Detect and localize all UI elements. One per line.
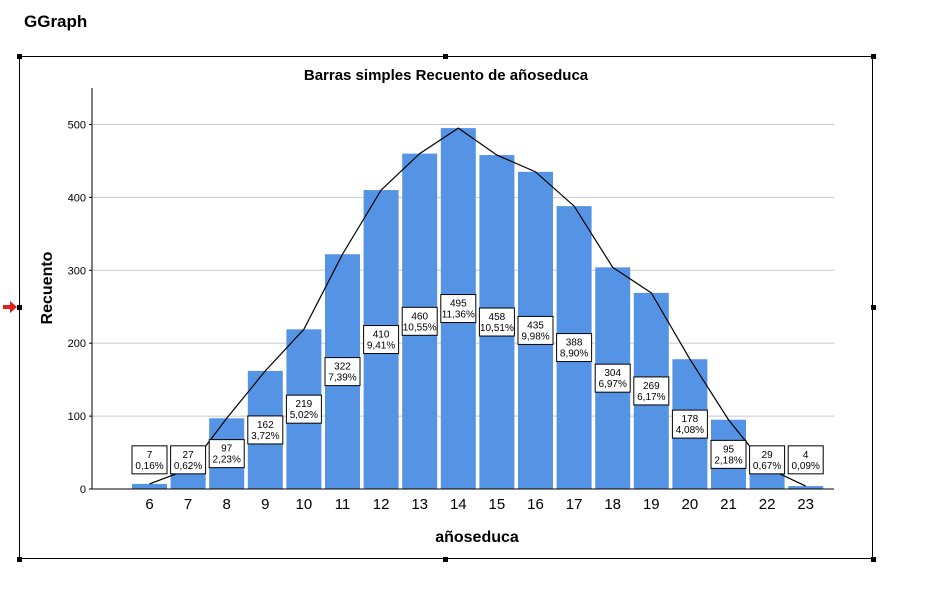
y-tick-label: 0 (80, 484, 86, 496)
y-axis-title: Recuento (39, 251, 56, 324)
app-title: GGraph (24, 12, 88, 31)
data-label-percent: 6,17% (637, 392, 665, 403)
x-tick-label: 9 (261, 496, 269, 513)
data-label-count: 178 (682, 414, 699, 425)
data-label-count: 410 (373, 330, 390, 341)
y-tick-label: 100 (68, 411, 86, 423)
x-tick-label: 7 (184, 496, 192, 513)
resize-handle-top-right[interactable] (871, 54, 876, 59)
data-label-percent: 8,90% (560, 349, 588, 360)
data-label-count: 4 (803, 450, 809, 461)
x-tick-label: 12 (373, 496, 390, 513)
data-label-percent: 0,67% (753, 461, 781, 472)
x-tick-label: 21 (720, 496, 737, 513)
data-label-count: 304 (604, 368, 621, 379)
y-tick-label: 300 (68, 265, 86, 277)
data-label-percent: 10,55% (403, 322, 437, 333)
x-tick-label: 10 (296, 496, 313, 513)
data-label-box (749, 445, 786, 475)
y-tick-label: 400 (68, 192, 86, 204)
data-label-percent: 6,97% (599, 379, 627, 390)
data-label-count: 495 (450, 299, 467, 310)
bar (132, 483, 167, 489)
x-tick-label: 18 (604, 496, 621, 513)
data-label-box (131, 445, 168, 475)
data-label-percent: 2,23% (213, 455, 241, 466)
y-axis: 0 100 200 300 400 500 (68, 88, 93, 496)
data-label-box (517, 315, 554, 345)
trend-line (149, 127, 806, 487)
data-label-percent: 9,41% (367, 341, 395, 352)
data-label-percent: 5,02% (290, 410, 318, 421)
resize-handle-bottom-left[interactable] (17, 557, 22, 562)
y-tick-label: 500 (68, 119, 86, 131)
data-label-box (594, 363, 631, 393)
data-label-box (324, 357, 361, 387)
x-tick-label: 15 (489, 496, 506, 513)
data-label-count: 27 (183, 450, 195, 461)
data-label-percent: 10,51% (480, 323, 514, 334)
data-label-percent: 0,09% (792, 461, 820, 472)
red-arrow-icon (3, 301, 17, 313)
x-tick-label: 13 (411, 496, 428, 513)
data-label-box (556, 333, 593, 363)
bars (132, 128, 824, 490)
data-label-count: 162 (257, 420, 274, 431)
data-label-box (170, 445, 207, 475)
x-tick-label: 19 (643, 496, 660, 513)
data-label-box (671, 409, 708, 439)
data-label-box (440, 294, 477, 324)
data-label-count: 97 (221, 444, 233, 455)
data-label-percent: 0,16% (135, 461, 163, 472)
data-label-count: 7 (147, 450, 153, 461)
data-label-box (633, 376, 670, 406)
data-label-count: 95 (723, 444, 735, 455)
x-axis: 6 7 8 9 10 11 12 13 14 15 16 17 18 19 20 21 22 23 (92, 488, 834, 513)
x-tick-label: 11 (335, 496, 351, 513)
data-label-box (208, 439, 245, 469)
data-label-box (247, 415, 284, 445)
resize-handle-top-center[interactable] (443, 54, 448, 59)
data-label-count: 322 (334, 362, 351, 373)
x-axis-title: añoseduca (435, 529, 519, 546)
x-tick-label: 8 (223, 496, 231, 513)
data-label-percent: 9,98% (521, 331, 549, 342)
data-label-box (787, 445, 824, 475)
resize-handle-bottom-right[interactable] (871, 557, 876, 562)
resize-handle-middle-right[interactable] (871, 305, 876, 310)
x-tick-label: 17 (566, 496, 583, 513)
data-label-percent: 3,72% (251, 431, 279, 442)
data-label-box (285, 394, 322, 424)
resize-handle-bottom-center[interactable] (443, 557, 448, 562)
data-label-count: 458 (489, 312, 506, 323)
data-label-box (363, 325, 400, 355)
bar (788, 486, 824, 489)
x-tick-label: 16 (527, 496, 544, 513)
x-tick-label: 23 (797, 496, 814, 513)
data-label-percent: 7,39% (328, 373, 356, 384)
data-label-box (710, 439, 747, 469)
data-label-percent: 11,36% (442, 310, 475, 321)
data-label-percent: 2,18% (714, 455, 742, 466)
data-label-count: 219 (296, 399, 313, 410)
data-label-count: 269 (643, 381, 660, 392)
y-tick-label: 200 (68, 338, 86, 350)
data-label-box (401, 306, 438, 336)
chart-title: Barras simples Recuento de añoseduca (304, 67, 589, 84)
data-label-percent: 0,62% (174, 461, 202, 472)
data-label-count: 460 (411, 311, 428, 322)
x-tick-label: 20 (682, 496, 699, 513)
x-tick-label: 6 (145, 496, 153, 513)
data-label-count: 388 (566, 338, 583, 349)
data-label-box (478, 307, 515, 337)
data-label-count: 29 (762, 450, 774, 461)
resize-handle-middle-left[interactable] (17, 305, 22, 310)
data-label-percent: 4,08% (676, 425, 704, 436)
x-tick-label: 14 (450, 496, 467, 513)
resize-handle-top-left[interactable] (17, 54, 22, 59)
data-label-count: 435 (527, 320, 544, 331)
x-tick-label: 22 (759, 496, 776, 513)
